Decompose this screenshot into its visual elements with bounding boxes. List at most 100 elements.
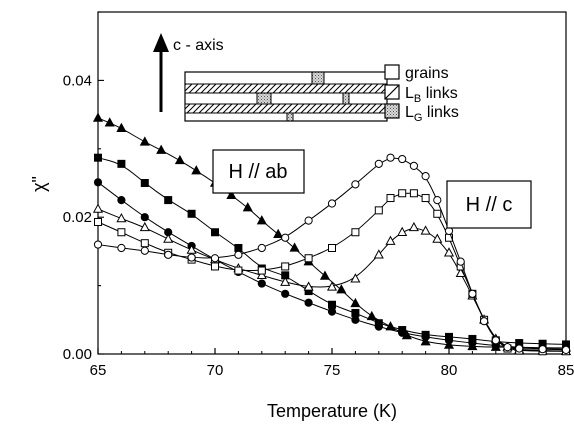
hatched-layer-bottom [184,103,388,114]
fit-line [97,181,567,350]
data-point [468,338,477,348]
data-point [94,217,102,226]
data-point [374,206,383,215]
data-point [561,345,571,354]
data-point [92,112,104,122]
y-tick-labels: 0.00 0.02 0.04 [63,72,92,363]
data-point [289,242,300,252]
data-point [116,122,127,132]
data-point [211,228,219,237]
data-point [256,215,267,225]
grain-link-bottom [286,112,294,122]
data-point [421,332,430,341]
data-point [538,345,547,354]
data-point [432,233,443,243]
y-tick-label: 0.02 [63,209,92,226]
data-point [374,322,383,331]
data-point [351,308,360,317]
data-point [386,194,395,203]
series-circle-open [93,153,571,354]
data-point [350,273,361,283]
fit-line [97,117,566,349]
legend-item-lg-links: LG links [384,103,459,124]
svg-text:grains: grains [405,65,449,82]
x-tick-label: 85 [558,362,574,379]
data-point [373,249,384,259]
c-axis-label: c - axis [173,37,224,54]
data-point [408,221,419,232]
legend-item-lb-links: LB links [384,84,458,105]
annotation-h-c: H // c [446,180,532,229]
data-point [409,189,418,198]
y-tick-label: 0.04 [63,72,92,89]
data-point [398,328,407,337]
annotation-h-ab: H // ab [212,149,305,194]
data-point [257,266,266,275]
data-point [234,266,243,275]
data-point [351,315,360,324]
data-point [140,179,149,187]
data-point [280,276,291,286]
x-tick-label: 75 [324,362,341,379]
data-point [242,202,253,212]
data-point [328,243,336,252]
data-point [163,233,174,243]
data-point [140,213,149,222]
c-axis-arrow [153,33,169,112]
data-point [191,165,202,175]
data-point [443,247,455,257]
data-point [491,336,500,345]
data-point [139,136,150,146]
data-point [164,250,173,259]
data-point [443,339,455,349]
data-point [210,254,220,263]
data-point [117,196,126,205]
data-point [319,270,331,280]
data-point [281,262,290,271]
data-point [304,216,313,225]
data-point [420,336,431,346]
inset-legend: grains LB links LG links [384,64,459,124]
data-point [117,159,126,168]
data-point [303,281,314,291]
data-point [257,243,266,253]
grain-link-right [342,92,350,105]
data-point [104,117,115,127]
data-point [92,203,104,213]
data-point [234,243,243,252]
data-point [328,300,336,309]
data-point [398,154,407,164]
data-point [326,281,338,291]
data-point [164,196,173,205]
fit-line [97,157,567,345]
legend-item-grains: grains [384,64,449,82]
data-point [327,199,337,208]
data-point [304,298,313,307]
svg-text:LB links: LB links [405,85,458,105]
data-point [156,144,167,154]
data-point [116,213,127,223]
data-point [480,317,489,326]
data-point [374,159,383,168]
data-point [433,209,442,218]
data-point [444,336,454,345]
data-point [327,307,337,316]
data-point [350,297,361,308]
data-point [386,153,395,162]
data-point [93,240,103,249]
data-point [187,253,196,262]
data-series [92,112,572,356]
data-point [256,269,267,280]
x-axis-title: Temperature (K) [267,401,397,421]
data-point [351,180,360,189]
x-tick-label: 70 [207,362,224,379]
data-point [456,257,465,266]
data-point [234,250,243,259]
svg-text:H // c: H // c [466,194,513,216]
data-point [174,154,185,165]
data-point [281,289,290,298]
data-point [281,233,290,242]
x-tick-label: 65 [90,362,107,379]
layer-schematic [184,71,388,122]
data-point [186,244,197,254]
